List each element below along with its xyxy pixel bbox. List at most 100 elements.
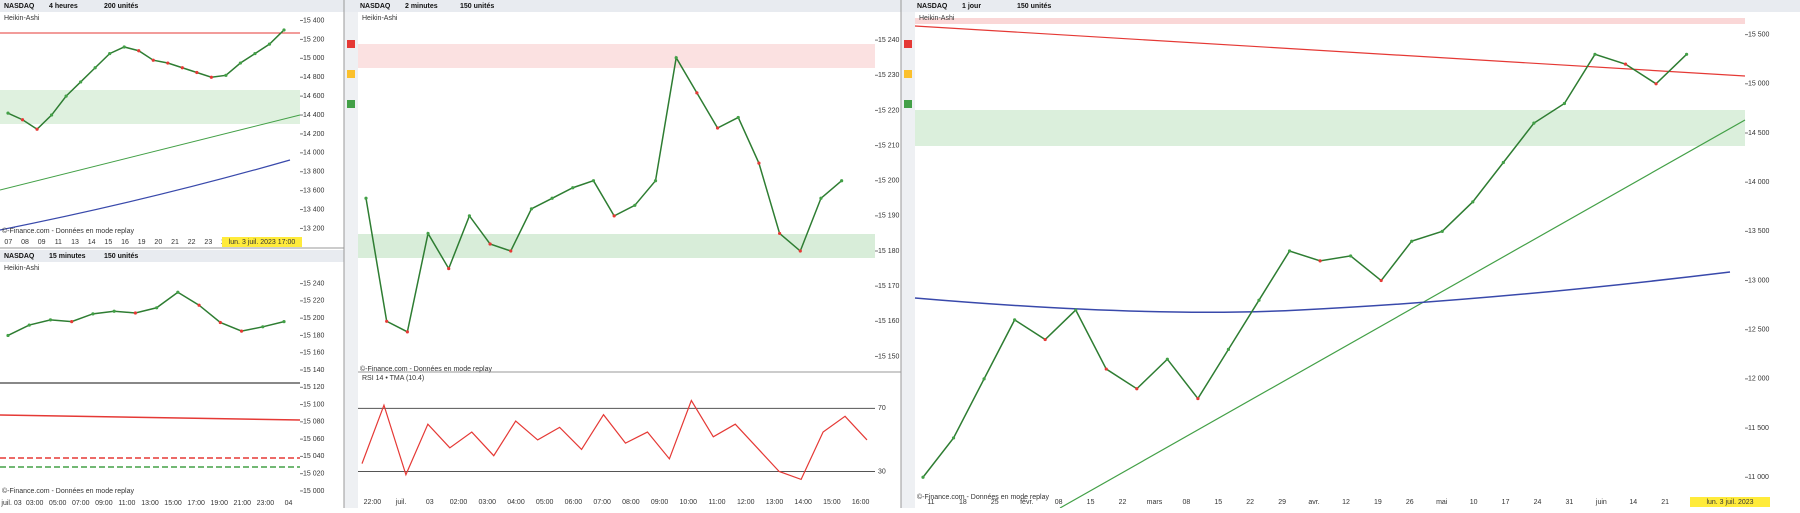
price-point [1165, 357, 1169, 361]
y-tick-label: 15 180 [878, 248, 900, 255]
y-tick-label: 14 400 [303, 112, 325, 119]
x-tick-label: 11 [927, 499, 934, 506]
price-point [1410, 239, 1414, 243]
x-tick-label: mars [1147, 499, 1163, 506]
price-point [1532, 121, 1536, 125]
toolbar-units[interactable]: 150 unités [1017, 3, 1051, 10]
tool-icon[interactable] [347, 70, 355, 78]
price-point [1104, 367, 1108, 371]
level-line [0, 414, 301, 421]
x-tick-label: 21 [1661, 499, 1669, 506]
price-point [405, 330, 409, 334]
price-point [550, 196, 554, 200]
rsi-line [361, 399, 868, 481]
y-tick-label: 15 240 [303, 280, 325, 287]
tool-icon[interactable] [904, 100, 912, 108]
y-tick-label: 11 500 [1748, 425, 1769, 432]
toolbar-bg [0, 250, 344, 262]
x-tick-label: 17:00 [187, 500, 205, 507]
price-point [27, 323, 31, 327]
toolbar-units[interactable]: 200 unités [104, 3, 138, 10]
y-tick-label: 15 170 [878, 283, 900, 290]
x-tick-label: 14 [1629, 499, 1637, 506]
price-point [1226, 347, 1231, 351]
price-point [1562, 101, 1567, 106]
toolbar-symbol[interactable]: NASDAQ [4, 3, 35, 10]
toolbar-timeframe[interactable]: 2 minutes [405, 3, 438, 10]
price-point [238, 61, 243, 65]
price-point [426, 231, 430, 236]
price-point [1287, 249, 1292, 253]
price-point [195, 70, 199, 75]
price-point [1318, 259, 1322, 263]
trend-line [0, 114, 301, 191]
y-tick-label: 14 800 [303, 74, 325, 81]
y-tick-label: 15 000 [303, 488, 325, 495]
y-tick-label: 15 150 [878, 353, 900, 360]
price-point [1257, 298, 1261, 302]
toolbar-units[interactable]: 150 unités [104, 253, 138, 260]
y-tick-label: 15 140 [303, 367, 325, 374]
x-tick-label: 04 [285, 500, 293, 507]
support-zone [358, 234, 875, 258]
price-point [1654, 82, 1658, 86]
x-tick-label: 26 [1406, 499, 1414, 506]
price-point [798, 249, 802, 253]
tool-icon[interactable] [347, 100, 355, 108]
legend: Heikin-Ashi [919, 15, 955, 22]
x-tick-label: 05:00 [536, 499, 554, 506]
y-tick-label: 15 200 [303, 315, 325, 322]
y-tick-label: 13 600 [303, 187, 325, 194]
price-point [1501, 160, 1505, 165]
toolbar-symbol[interactable]: NASDAQ [360, 3, 391, 10]
moving-average [914, 271, 1731, 314]
price-point [674, 56, 678, 60]
toolbar-symbol[interactable]: NASDAQ [917, 3, 948, 10]
toolbar-timeframe[interactable]: 1 jour [962, 3, 981, 10]
price-point [736, 115, 740, 120]
y-tick-label: 13 000 [1748, 277, 1770, 284]
toolbar-bg [344, 0, 901, 12]
toolbar-symbol[interactable]: NASDAQ [4, 253, 35, 260]
price-point [982, 377, 986, 381]
price-point [1349, 254, 1353, 258]
trend-line [914, 25, 1746, 77]
tool-icons[interactable] [347, 40, 912, 108]
price-point [93, 66, 97, 70]
x-tick-label: 23:00 [257, 500, 275, 507]
x-tick-label: mai [1436, 499, 1448, 506]
x-tick-label: 14:00 [794, 499, 812, 506]
price-point [819, 196, 823, 200]
cursor-label: lun. 3 juil. 2023 17:00 [229, 239, 296, 246]
x-tick-label: 02:00 [450, 499, 468, 506]
price-point [612, 214, 616, 218]
y-tick-label: 13 800 [303, 169, 325, 176]
x-tick-label: 10 [1470, 499, 1478, 506]
support-zone [915, 110, 1745, 146]
y-tick-label: 15 180 [303, 332, 325, 339]
toolbar-units[interactable]: 150 unités [460, 3, 494, 10]
x-tick-label: 09:00 [95, 500, 113, 507]
footer: ©-Finance.com - Données en mode replay [360, 365, 492, 373]
price-point [1135, 387, 1139, 391]
tool-icon[interactable] [904, 70, 912, 78]
x-tick-label: 11:00 [709, 499, 726, 506]
tool-strip [344, 12, 358, 508]
x-tick-label: 16:00 [852, 499, 870, 506]
price-point [653, 179, 658, 183]
x-tick-label: 03 [426, 499, 434, 506]
tool-icon[interactable] [347, 40, 355, 48]
price-point [778, 231, 782, 236]
price-point [921, 475, 925, 479]
price-point [70, 320, 74, 324]
toolbar-timeframe[interactable]: 4 heures [49, 3, 78, 10]
tool-icon[interactable] [904, 40, 912, 48]
y-tick-label: 13 400 [303, 206, 325, 213]
x-tick-label: 13 [71, 239, 79, 246]
footer: ©-Finance.com - Données en mode replay [2, 227, 134, 235]
x-tick-label: 09 [38, 239, 46, 246]
toolbar-timeframe[interactable]: 15 minutes [49, 253, 86, 260]
x-tick-label: 08 [1055, 499, 1063, 506]
